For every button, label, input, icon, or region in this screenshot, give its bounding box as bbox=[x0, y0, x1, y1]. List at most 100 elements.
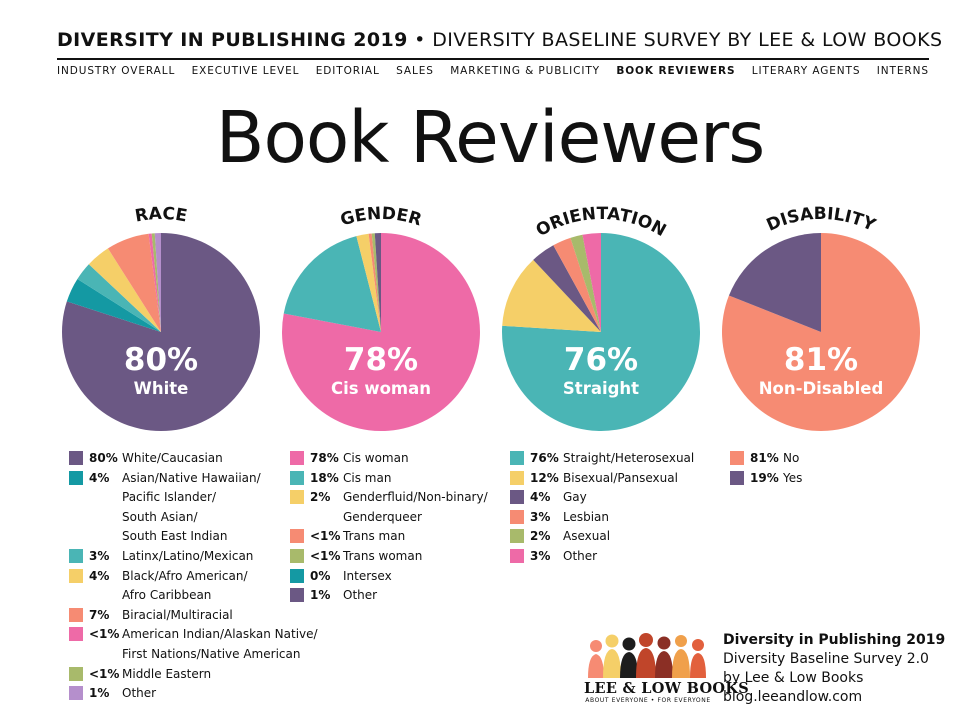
footer-line-4[interactable]: blog.leeandlow.com bbox=[723, 689, 863, 705]
nav-item-industry-overall[interactable]: INDUSTRY OVERALL bbox=[57, 65, 176, 77]
legend-label: Middle Eastern bbox=[122, 666, 212, 681]
nav-item-book-reviewers[interactable]: BOOK REVIEWERS bbox=[616, 65, 736, 77]
legend-label: No bbox=[783, 451, 800, 465]
header-title-rest: DIVERSITY BASELINE SURVEY BY LEE & LOW B… bbox=[432, 29, 943, 51]
legend-percent: 3% bbox=[530, 548, 551, 563]
legend-swatch bbox=[290, 451, 304, 465]
pie-slice-disability-1 bbox=[728, 233, 821, 332]
pie-slice-race-6 bbox=[151, 233, 161, 332]
pie-slice-race-2 bbox=[77, 264, 161, 332]
legend-percent: 1% bbox=[310, 588, 331, 603]
legend-percent: <1% bbox=[89, 627, 120, 642]
pie-slice-race-4 bbox=[107, 233, 161, 332]
legend-percent: 3% bbox=[530, 509, 551, 524]
header-separator: • bbox=[407, 29, 433, 51]
legend-label: Genderfluid/Non-binary/Genderqueer bbox=[343, 490, 488, 524]
legend-item: 2% Asexual bbox=[510, 527, 694, 547]
header-title: DIVERSITY IN PUBLISHING 2019 • DIVERSITY… bbox=[57, 29, 942, 51]
nav-item-marketing-publicity[interactable]: MARKETING & PUBLICITY bbox=[450, 65, 600, 77]
pie-slice-race-7 bbox=[154, 233, 161, 332]
legend-percent: <1% bbox=[89, 666, 120, 681]
legend-item: <1% Trans man bbox=[290, 527, 488, 547]
legend-swatch bbox=[730, 470, 744, 485]
legend-swatch bbox=[69, 627, 83, 642]
legend-swatch bbox=[510, 529, 524, 544]
legend-percent: 80% bbox=[89, 451, 118, 465]
chart-title-gender: GENDER bbox=[338, 204, 424, 231]
logo-name: LEE & LOW BOOKS bbox=[584, 680, 750, 697]
legend-swatch bbox=[730, 451, 744, 465]
chart-title-disability: DISABILITY bbox=[764, 204, 879, 236]
legend-swatch bbox=[290, 529, 304, 544]
pie-slice-orientation-3 bbox=[553, 237, 601, 332]
legend-orientation: 76% Straight/Heterosexual 12% Bisexual/Pans… bbox=[510, 449, 694, 567]
pie-slice-orientation-1 bbox=[502, 259, 601, 332]
legend-label: Asexual bbox=[563, 529, 611, 544]
pie-slice-gender-0 bbox=[281, 233, 480, 431]
legend-percent: 78% bbox=[310, 451, 339, 465]
legend-percent: 4% bbox=[530, 490, 551, 505]
legend-label: Lesbian bbox=[563, 509, 610, 524]
pie-slice-orientation-2 bbox=[533, 245, 601, 332]
legend-percent: 2% bbox=[310, 490, 331, 505]
legend-label: Black/Afro American/Afro Caribbean bbox=[122, 568, 248, 603]
legend-percent: 1% bbox=[89, 686, 110, 701]
page-title: Book Reviewers bbox=[215, 96, 765, 179]
nav-item-executive-level[interactable]: EXECUTIVE LEVEL bbox=[191, 65, 300, 77]
legend-swatch bbox=[69, 470, 83, 485]
center-value-race: 80% bbox=[124, 342, 198, 378]
legend-item: 12% Bisexual/Pansexual bbox=[510, 469, 694, 489]
nav-item-interns[interactable]: INTERNS bbox=[876, 65, 929, 77]
legend-label: Cis man bbox=[343, 470, 392, 485]
legend-swatch bbox=[510, 451, 524, 465]
pie-slice-gender-6 bbox=[374, 233, 381, 332]
legend-percent: 76% bbox=[530, 451, 559, 465]
legend-percent: 4% bbox=[89, 568, 110, 583]
legend-percent: 2% bbox=[530, 529, 551, 544]
header-title-bold: DIVERSITY IN PUBLISHING 2019 bbox=[57, 29, 408, 51]
legend-item: <1% American Indian/Alaskan Native/First … bbox=[69, 625, 318, 664]
legend-swatch bbox=[69, 451, 83, 465]
footer-line-3: by Lee & Low Books bbox=[723, 670, 864, 686]
legend-item: 18% Cis man bbox=[290, 469, 488, 489]
legend-item: 4% Asian/Native Hawaiian/Pacific Islander… bbox=[69, 469, 318, 547]
legend-swatch bbox=[510, 490, 524, 505]
legend-percent: 7% bbox=[89, 607, 110, 622]
legend-label: White/Caucasian bbox=[122, 451, 223, 465]
legend-swatch bbox=[290, 588, 304, 603]
pie-slice-race-3 bbox=[88, 248, 161, 332]
nav-item-editorial[interactable]: EDITORIAL bbox=[315, 65, 380, 77]
legend-item: 1% Other bbox=[69, 684, 318, 704]
legend-label: Other bbox=[563, 548, 598, 563]
pie-slice-orientation-4 bbox=[570, 234, 601, 332]
legend-label: American Indian/Alaskan Native/First Nat… bbox=[122, 627, 318, 661]
pie-slice-orientation-0 bbox=[502, 233, 701, 431]
legend-label: Straight/Heterosexual bbox=[563, 451, 695, 465]
legend-label: Cis woman bbox=[343, 451, 409, 465]
legend-label: Biracial/Multiracial bbox=[122, 607, 233, 622]
nav-item-sales[interactable]: SALES bbox=[396, 65, 434, 77]
nav-item-literary-agents[interactable]: LITERARY AGENTS bbox=[751, 65, 861, 77]
legend-swatch bbox=[69, 548, 83, 563]
legend-percent: <1% bbox=[310, 529, 341, 544]
legend-item: 80% White/Caucasian bbox=[69, 449, 318, 469]
legend-swatch bbox=[290, 470, 304, 485]
legend-item: 2% Genderfluid/Non-binary/Genderqueer bbox=[290, 488, 488, 527]
legend-item: <1% Middle Eastern bbox=[69, 665, 318, 685]
logo-tagline: ABOUT EVERYONE • FOR EVERYONE bbox=[585, 697, 711, 704]
center-value-gender: 78% bbox=[344, 342, 418, 378]
pie-slice-gender-4 bbox=[371, 233, 381, 332]
pie-slice-gender-2 bbox=[356, 233, 381, 332]
footer-line-2: Diversity Baseline Survey 2.0 bbox=[723, 651, 929, 667]
legend-percent: 12% bbox=[530, 470, 559, 485]
center-label-race: White bbox=[134, 379, 189, 398]
legend-label: Gay bbox=[563, 490, 587, 505]
center-label-disability: Non-Disabled bbox=[759, 379, 884, 398]
legend-item: 0% Intersex bbox=[290, 567, 488, 587]
legend-item: 4% Gay bbox=[510, 488, 694, 508]
legend-label: Yes bbox=[783, 470, 803, 485]
pie-slice-orientation-5 bbox=[582, 233, 601, 332]
legend-swatch bbox=[69, 666, 83, 681]
footer-line-1: Diversity in Publishing 2019 bbox=[723, 632, 946, 648]
legend-item: 4% Black/Afro American/Afro Caribbean bbox=[69, 567, 318, 606]
